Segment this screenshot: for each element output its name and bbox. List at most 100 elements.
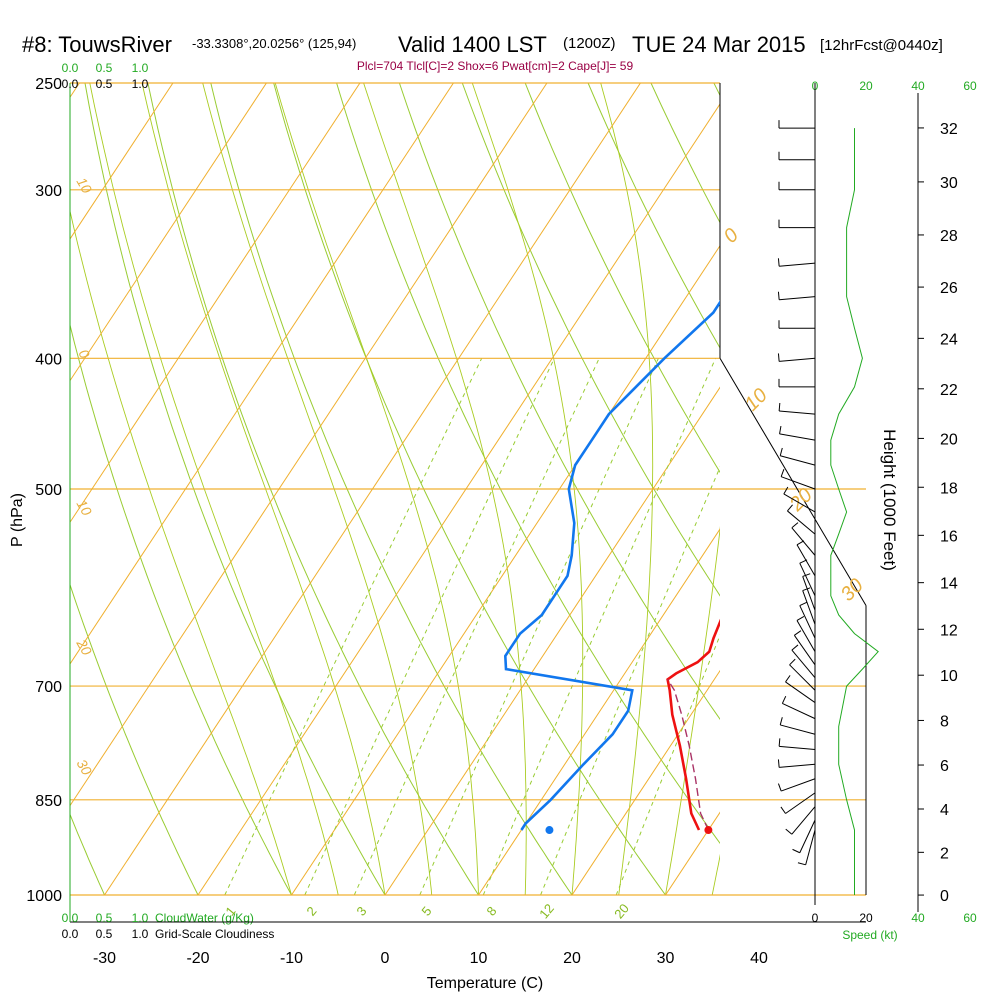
dry-adiabat — [336, 83, 720, 845]
adiabat-label-2: 10 — [74, 497, 96, 519]
wind-barb-staff — [779, 763, 816, 768]
top-speed-tick-40: 40 — [911, 79, 925, 93]
wind-barb-flag — [794, 630, 802, 636]
height-axis-label: Height (1000 Feet) — [880, 429, 899, 571]
mixing-ratio-label-3: 3 — [353, 904, 369, 919]
dry-adiabat — [0, 59, 23, 924]
wind-barb-staff — [779, 410, 816, 415]
isotherm-label-0: 0 — [720, 224, 743, 247]
dry-adiabat — [147, 83, 480, 895]
mixing-ratio-label-5: 5 — [418, 904, 434, 919]
mixing-ratio-line — [482, 358, 717, 895]
height-tick-32: 32 — [940, 121, 958, 138]
dry-adiabat — [951, 59, 1000, 924]
wind-barb-staff — [779, 433, 816, 441]
wind-barb-staff — [799, 819, 816, 853]
isotherm — [384, 386, 720, 895]
wind-barb-staff — [779, 296, 816, 301]
height-tick-8: 8 — [940, 713, 949, 730]
pressure-tick-250: 250 — [35, 76, 62, 93]
stability-params: Plcl=704 Tlcl[C]=2 Shox=6 Pwat[cm]=2 Cap… — [357, 59, 634, 73]
temperature-tick-10: 10 — [470, 950, 488, 967]
isotherm — [0, 59, 2, 923]
dry-adiabat — [398, 83, 720, 721]
isotherm — [103, 83, 642, 895]
height-tick-14: 14 — [940, 576, 958, 593]
wind-barb-flag — [799, 559, 808, 564]
isotherm — [70, 83, 548, 807]
height-tick-2: 2 — [940, 845, 949, 862]
dry-adiabat — [84, 83, 386, 895]
wind-barb-flag — [778, 402, 781, 412]
y-axis-label: P (hPa) — [9, 493, 26, 547]
station-title: #8: TouwsRiver — [22, 32, 172, 57]
valid-time: Valid 1400 LST — [398, 32, 547, 57]
pressure-tick-300: 300 — [35, 183, 62, 200]
wind-barb-flag — [796, 540, 805, 546]
bottom-cloudwater-tick-2: 1.0 — [132, 911, 149, 925]
isotherm — [70, 83, 268, 382]
profile-dewpoint — [503, 300, 720, 831]
adiabat-label-4: 30 — [74, 756, 96, 778]
right-frame-diag — [719, 358, 867, 606]
wind-barb-staff — [787, 510, 816, 535]
temperature-tick-0: 0 — [381, 950, 390, 967]
mixing-ratio-label-2: 2 — [303, 904, 319, 919]
isotherm — [70, 83, 455, 665]
moist-adiabat — [471, 83, 584, 895]
wind-barb-staff — [799, 562, 816, 597]
moist-adiabat — [89, 83, 339, 895]
wind-barb-flag — [792, 848, 800, 854]
isotherm — [477, 528, 720, 895]
moist-adiabat — [141, 83, 386, 895]
wind-barb-staff — [799, 605, 816, 639]
surface-dewpoint — [545, 826, 554, 835]
bottom-cloudiness-tick-2: 1.0 — [132, 927, 149, 941]
adiabat-label-0: 10 — [74, 175, 96, 197]
wind-barb-flag — [777, 353, 780, 362]
isotherm — [834, 59, 1000, 923]
height-tick-12: 12 — [940, 622, 958, 639]
wind-barb-staff — [793, 635, 816, 666]
dry-adiabat — [70, 813, 106, 895]
wind-barb-flag — [779, 425, 782, 434]
station-coords: -33.3308°,20.0256° (125,94) — [192, 36, 356, 51]
top-cloudiness-tick-0: 0.0 — [62, 77, 79, 91]
top-speed-tick-60: 60 — [963, 79, 977, 93]
wind-barb-staff — [780, 455, 816, 466]
valid-date: TUE 24 Mar 2015 — [632, 32, 806, 57]
wind-barb-flag — [777, 258, 780, 267]
wind-barb-flag — [783, 486, 789, 495]
height-tick-10: 10 — [940, 668, 958, 685]
moist-adiabat — [202, 83, 433, 895]
mixing-ratio-line — [353, 358, 600, 895]
cloudiness-label: Grid-Scale Cloudiness — [155, 927, 274, 941]
temperature-tick--30: -30 — [93, 950, 116, 967]
height-tick-28: 28 — [940, 228, 958, 245]
mixing-ratio-line — [304, 358, 555, 895]
temperature-tick--20: -20 — [186, 950, 209, 967]
surface-temperature — [704, 826, 713, 835]
x-axis-label: Temperature (C) — [427, 975, 543, 992]
isotherm — [70, 83, 361, 524]
moist-adiabat — [70, 209, 292, 895]
wind-barb-flag — [779, 717, 783, 726]
wind-barb-staff — [783, 493, 816, 513]
top-cloudwater-tick-0: 0.0 — [62, 61, 79, 75]
wind-barb-flag — [789, 658, 796, 666]
dry-adiabat — [827, 59, 1000, 924]
dry-adiabat — [461, 83, 720, 597]
wind-barb-staff — [781, 778, 816, 792]
wind-barb-flag — [777, 291, 780, 300]
top-cloudwater-tick-2: 1.0 — [132, 61, 149, 75]
wind-barb-staff — [785, 681, 816, 703]
wind-barb-staff — [782, 702, 816, 720]
height-tick-24: 24 — [940, 331, 958, 348]
profile-temperature — [666, 618, 720, 831]
temperature-tick-20: 20 — [563, 950, 581, 967]
wind-barb-staff — [802, 590, 816, 625]
isotherm — [927, 59, 1000, 923]
dry-adiabat — [70, 323, 293, 895]
mixing-ratio-label-12: 12 — [536, 901, 557, 922]
